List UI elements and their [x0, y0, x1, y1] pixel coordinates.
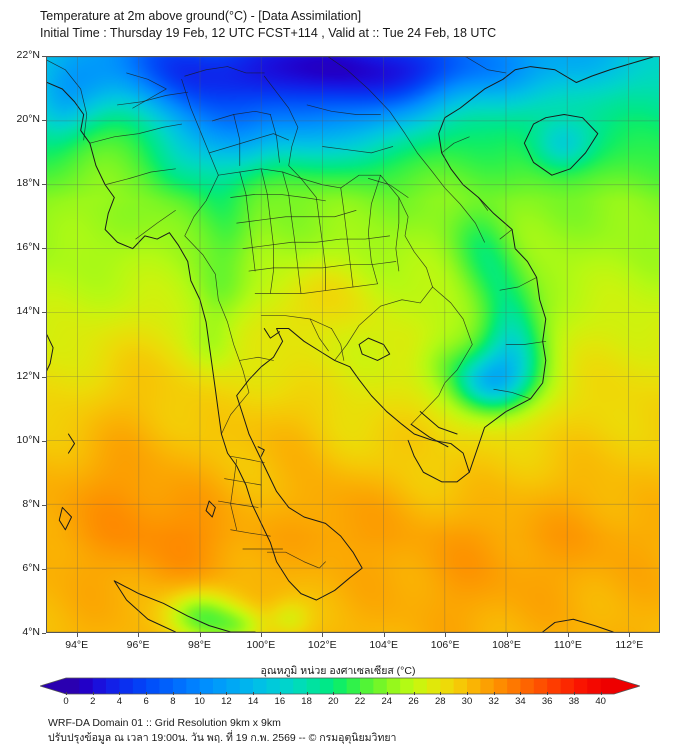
colorbar-tick-mark — [440, 692, 442, 695]
y-tick-label: 12°N — [16, 369, 40, 382]
y-tick-label: 22°N — [16, 49, 40, 61]
y-tick-label: 20°N — [16, 113, 40, 126]
colorbar-tick-label: 22 — [354, 696, 366, 707]
colorbar-tick-mark — [279, 692, 281, 695]
colorbar-tick-labels: 0 2 4 6 8 10 12 14 16 18 20 22 24 26 28 30 32 34 36 38 40 — [40, 692, 640, 710]
y-tick-mark — [42, 376, 46, 378]
x-tick-label: 110°E — [553, 639, 582, 651]
x-tick-mark — [383, 633, 385, 637]
colorbar-tick-mark — [172, 692, 174, 695]
lat-lon-gridlines — [47, 57, 659, 632]
colorbar-tick-label: 24 — [381, 696, 393, 707]
colorbar-tick-label: 6 — [143, 696, 149, 707]
colorbar-tick-label: 26 — [408, 696, 419, 707]
colorbar-caption: อุณหภูมิ หน่วย องศาเซลเซียส (°C) — [260, 665, 416, 677]
y-tick-mark — [42, 312, 46, 314]
colorbar-tick-label: 16 — [274, 696, 286, 707]
x-tick-label: 104°E — [369, 639, 399, 651]
colorbar-tick-label: 28 — [434, 696, 446, 707]
colorbar-tick-label: 40 — [595, 696, 606, 707]
temperature-raster — [47, 57, 659, 632]
colorbar-tick-mark — [547, 692, 549, 695]
footer-line-1: WRF-DA Domain 01 :: Grid Resolution 9km … — [48, 717, 281, 729]
colorbar-tick-label: 36 — [541, 696, 553, 707]
colorbar-tick-label: 18 — [301, 696, 312, 707]
colorbar-tick-mark — [386, 692, 388, 695]
y-tick-mark — [42, 633, 46, 634]
x-tick-mark — [76, 633, 78, 637]
y-tick-mark — [42, 56, 46, 57]
colorbar-tick-mark — [66, 692, 67, 695]
colorbar-tick-label: 20 — [328, 696, 339, 707]
colorbar-tick-label: 30 — [461, 696, 473, 707]
colorbar-tick-mark — [226, 692, 228, 695]
x-tick-label: 102°E — [307, 639, 337, 651]
x-tick-mark — [567, 633, 569, 637]
title-line-2: Initial Time : Thursday 19 Feb, 12 UTC F… — [40, 26, 497, 40]
colorbar-tick-label: 2 — [90, 696, 96, 707]
y-tick-mark — [42, 184, 46, 186]
y-tick-label: 6°N — [22, 561, 40, 574]
x-tick-mark — [199, 633, 201, 637]
x-tick-mark — [260, 633, 262, 637]
colorbar-tick-mark — [333, 692, 335, 695]
colorbar-tick-label: 14 — [247, 696, 259, 707]
x-tick-mark — [138, 633, 140, 637]
colorbar-tick-mark — [413, 692, 415, 695]
x-tick-label: 106°E — [430, 639, 460, 651]
x-tick-label: 112°E — [615, 639, 644, 651]
y-tick-label: 4°N — [22, 626, 40, 638]
colorbar-tick-mark — [92, 692, 94, 695]
colorbar-tick-mark — [573, 692, 575, 695]
colorbar-tick-mark — [466, 692, 468, 695]
y-tick-label: 10°N — [16, 433, 40, 446]
colorbar-tick-mark — [360, 692, 362, 695]
y-tick-mark — [42, 248, 46, 250]
x-tick-mark — [445, 633, 447, 637]
y-tick-label: 16°N — [16, 241, 40, 254]
x-tick-label: 96°E — [126, 639, 150, 651]
colorbar-tick-mark — [119, 692, 121, 695]
x-tick-label: 100°E — [246, 639, 276, 651]
colorbar-tick-label: 4 — [116, 696, 123, 707]
colorbar-tick-label: 12 — [221, 696, 232, 707]
x-tick-mark — [322, 633, 324, 637]
colorbar-tick-mark — [199, 692, 201, 695]
colorbar-tick-label: 10 — [194, 696, 205, 707]
title-line-1: Temperature at 2m above ground(°C) - [Da… — [40, 9, 362, 23]
colorbar-tick-label: 0 — [63, 696, 69, 707]
colorbar-gradient — [40, 677, 640, 695]
x-tick-mark — [506, 633, 508, 637]
y-tick-label: 8°N — [22, 497, 40, 510]
colorbar-tick-label: 32 — [488, 696, 499, 707]
colorbar-tick-mark — [493, 692, 495, 695]
y-tick-label: 18°N — [16, 177, 40, 190]
footer-line-2: ปรับปรุงข้อมูล ณ เวลา 19:00น. วัน พฤ. ที… — [48, 732, 397, 744]
colorbar-tick-mark — [306, 692, 308, 695]
colorbar-tick-label: 8 — [170, 696, 176, 707]
y-tick-label: 14°N — [16, 305, 40, 318]
x-tick-label: 108°E — [492, 639, 521, 651]
page-title: Temperature at 2m above ground(°C) - [Da… — [40, 8, 660, 42]
y-tick-mark — [42, 120, 46, 122]
colorbar-tick-label: 34 — [515, 696, 526, 707]
x-tick-label: 98°E — [188, 639, 211, 651]
colorbar-tick-mark — [253, 692, 255, 695]
y-tick-mark — [42, 440, 46, 442]
temperature-map[interactable] — [46, 56, 660, 633]
footer: WRF-DA Domain 01 :: Grid Resolution 9km … — [48, 716, 648, 746]
colorbar-tick-mark — [600, 692, 602, 695]
y-tick-mark — [42, 568, 46, 570]
x-tick-mark — [629, 633, 631, 637]
x-tick-label: 94°E — [65, 639, 89, 651]
colorbar-tick-label: 38 — [568, 696, 580, 707]
colorbar[interactable] — [40, 676, 640, 696]
y-tick-mark — [42, 504, 46, 506]
colorbar-tick-mark — [520, 692, 522, 695]
coastline-and-border-overlay — [47, 57, 659, 632]
colorbar-tick-mark — [146, 692, 148, 695]
